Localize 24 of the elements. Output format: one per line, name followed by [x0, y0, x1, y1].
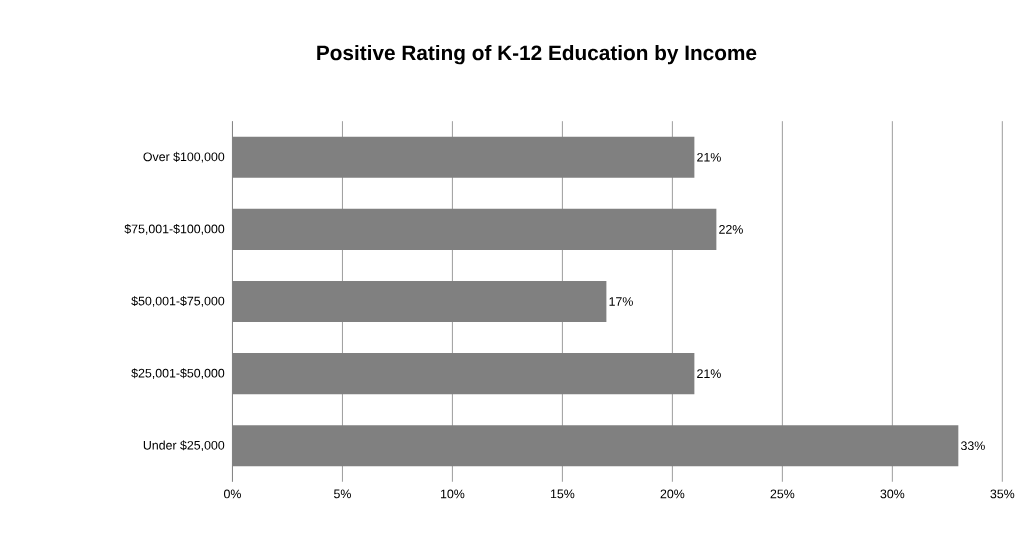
y-tick-label: $25,001-$50,000 [131, 368, 225, 379]
bar [232, 280, 607, 322]
data-label: 22% [719, 224, 743, 234]
chart-title: Positive Rating of K-12 Education by Income [317, 44, 757, 65]
bar [232, 425, 959, 467]
x-tick-label: 25% [770, 489, 795, 499]
x-tick-label: 0% [224, 489, 241, 499]
y-tick-label: $50,001-$75,000 [131, 295, 225, 307]
y-tick-label: Over $100,000 [143, 151, 225, 163]
x-tick-label: 5% [334, 489, 351, 499]
y-tick-label: $75,001-$100,000 [124, 223, 225, 235]
bar [232, 352, 695, 395]
data-label: 21% [697, 152, 721, 162]
x-tick-label: 15% [550, 489, 575, 499]
y-tick-label: Under $25,000 [143, 440, 225, 451]
x-tick-label: 30% [880, 489, 905, 499]
x-tick-label: 10% [440, 489, 465, 499]
bar [232, 136, 695, 178]
data-label: 21% [697, 369, 721, 378]
x-tick-label: 35% [990, 489, 1015, 499]
x-tick-label: 20% [660, 489, 685, 499]
data-label: 33% [960, 441, 985, 450]
data-label: 17% [609, 297, 633, 306]
bar [232, 208, 717, 250]
